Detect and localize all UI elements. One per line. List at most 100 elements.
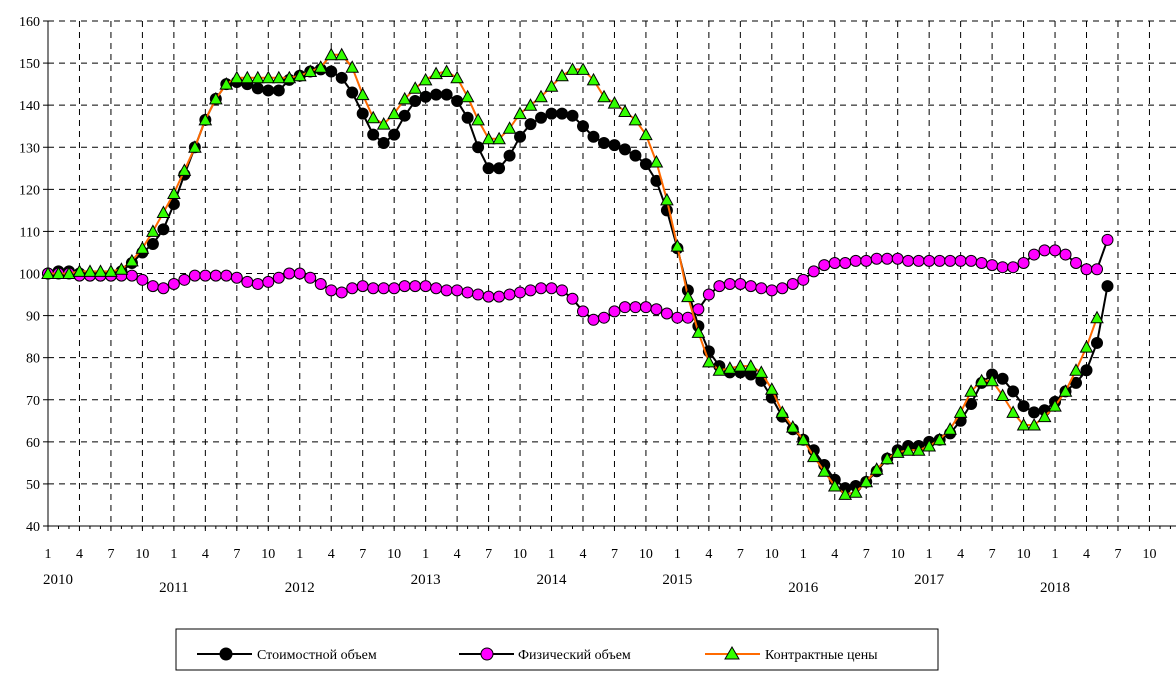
x-tick-label: 10 <box>261 547 275 562</box>
point-price <box>859 474 874 488</box>
x-tick-label: 7 <box>485 547 492 562</box>
point-price <box>439 64 454 77</box>
point-stoim <box>472 141 485 154</box>
point-phys <box>1101 233 1114 246</box>
point-phys <box>440 284 453 297</box>
point-price <box>41 266 55 279</box>
point-phys <box>157 282 170 295</box>
point-stoim <box>1080 364 1093 377</box>
year-label: 2014 <box>537 572 568 588</box>
point-phys <box>1091 263 1103 276</box>
point-price <box>188 140 202 153</box>
x-tick-label: 7 <box>863 547 870 562</box>
x-tick-label: 4 <box>705 547 712 562</box>
point-price <box>869 462 884 475</box>
point-phys <box>608 305 621 318</box>
point-phys <box>262 275 275 288</box>
point-phys <box>167 278 180 291</box>
x-tick-label: 4 <box>328 547 335 562</box>
point-phys <box>304 271 317 284</box>
point-phys <box>146 280 159 293</box>
point-price <box>271 70 286 84</box>
point-phys <box>954 254 967 267</box>
point-phys <box>818 259 831 272</box>
point-price <box>481 131 496 145</box>
point-phys <box>1080 263 1093 276</box>
point-phys <box>335 286 348 299</box>
point-price <box>660 192 674 206</box>
x-tick-label: 4 <box>454 547 461 562</box>
x-tick-label: 4 <box>957 547 964 562</box>
point-price <box>418 72 433 86</box>
point-phys <box>1070 256 1083 269</box>
point-phys <box>965 254 978 267</box>
point-stoim <box>535 111 548 124</box>
point-price <box>429 66 443 80</box>
point-price <box>723 361 737 374</box>
series-layer <box>41 47 1114 500</box>
y-tick-label: 110 <box>20 225 40 240</box>
point-phys <box>241 275 254 288</box>
point-price <box>964 384 978 397</box>
point-phys <box>923 254 936 267</box>
point-stoim <box>608 139 621 152</box>
point-phys <box>786 278 799 291</box>
point-price <box>208 91 223 105</box>
point-price <box>597 89 611 103</box>
point-phys <box>776 282 789 295</box>
point-phys <box>566 292 579 305</box>
point-price <box>880 451 895 465</box>
point-phys <box>639 301 652 314</box>
x-tick-label: 4 <box>579 547 586 562</box>
legend-label-stoim: Стоимостной объем <box>257 648 377 663</box>
point-price <box>1027 417 1041 431</box>
point-phys <box>713 280 726 293</box>
y-tick-label: 60 <box>26 436 40 451</box>
x-tick-label: 7 <box>359 547 366 562</box>
x-tick-label: 1 <box>296 547 303 562</box>
year-label: 2013 <box>411 572 441 588</box>
x-tick-label: 1 <box>674 547 681 562</box>
point-phys <box>482 290 495 303</box>
point-stoim <box>629 149 642 162</box>
point-stoim <box>566 109 579 122</box>
point-price <box>450 70 464 84</box>
point-stoim <box>587 130 600 143</box>
x-tick-label: 1 <box>170 547 177 562</box>
point-phys <box>881 252 894 265</box>
point-phys <box>650 303 663 316</box>
point-stoim <box>461 111 474 124</box>
point-price <box>890 445 905 458</box>
x-tick-label: 7 <box>611 547 618 562</box>
point-phys <box>849 254 862 267</box>
point-phys <box>209 269 222 282</box>
point-price <box>492 131 506 145</box>
point-phys <box>272 271 285 284</box>
point-phys <box>734 278 747 291</box>
point-phys <box>377 282 390 295</box>
point-stoim <box>482 162 495 175</box>
point-price <box>544 79 559 92</box>
axes <box>43 20 1176 531</box>
point-phys <box>1017 256 1030 269</box>
year-label: 2017 <box>914 572 945 588</box>
x-tick-label: 4 <box>76 547 83 562</box>
point-phys <box>996 261 1009 274</box>
point-price <box>104 264 118 277</box>
point-price <box>83 264 97 277</box>
point-phys <box>860 254 873 267</box>
point-phys <box>702 288 715 301</box>
legend-label-phys: Физический объем <box>518 648 631 663</box>
y-tick-label: 50 <box>26 478 40 493</box>
point-phys <box>1028 248 1041 261</box>
point-price <box>681 289 695 303</box>
point-phys <box>451 284 464 297</box>
point-phys <box>493 290 506 303</box>
point-price <box>628 112 643 126</box>
point-phys <box>944 254 957 267</box>
year-label: 2015 <box>662 572 692 588</box>
legend-item-stoim: Стоимостной объем <box>197 647 377 663</box>
point-stoim <box>335 71 348 84</box>
point-phys <box>367 282 380 295</box>
y-tick-label: 150 <box>19 57 40 72</box>
